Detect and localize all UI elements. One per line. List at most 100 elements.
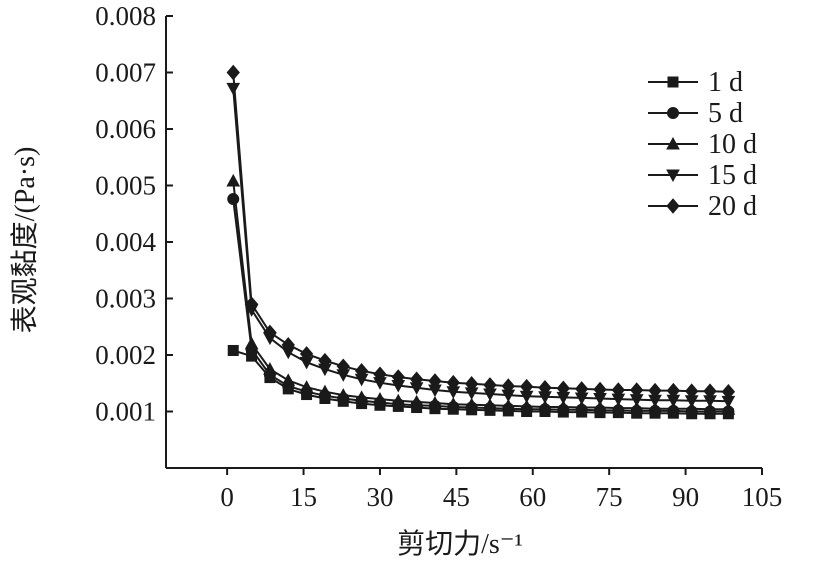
x-tick-label: 0 (220, 482, 234, 512)
legend-label: 15 d (708, 160, 757, 191)
x-tick-label: 75 (596, 482, 623, 512)
legend-marker (666, 136, 680, 150)
legend-item: 1 d (648, 67, 743, 98)
y-tick-label: 0.003 (95, 284, 156, 314)
y-tick-label: 0.008 (95, 1, 156, 31)
data-point (373, 366, 387, 382)
data-point (630, 382, 644, 398)
legend: 1 d5 d10 d15 d20 d (648, 67, 757, 222)
legend-label: 5 d (708, 98, 743, 129)
data-point (244, 336, 259, 350)
y-axis-title: 表观黏度/(Pa·s) (9, 147, 41, 334)
y-tick-label: 0.002 (95, 340, 156, 370)
series-3 (226, 82, 736, 409)
data-point (685, 383, 699, 399)
legend-marker (667, 107, 679, 119)
y-axis: 0.001 0.002 0.003 0.004 0.005 0.006 0.007 0.008 (95, 1, 173, 427)
x-tick-label: 30 (366, 482, 393, 512)
series-line (232, 72, 729, 393)
data-point (373, 392, 387, 405)
data-point (593, 400, 607, 414)
data-point (721, 383, 736, 400)
data-point (409, 371, 424, 388)
data-point (703, 402, 717, 415)
data-point (391, 393, 406, 407)
data-point (483, 377, 497, 393)
data-point (299, 380, 314, 393)
series-2 (226, 173, 736, 415)
x-tick-label: 90 (672, 482, 699, 512)
data-point (281, 373, 296, 386)
legend-label: 20 d (708, 191, 757, 222)
data-point (538, 399, 552, 413)
series-line (232, 88, 729, 403)
series-line (232, 349, 729, 415)
series-line (232, 180, 729, 411)
data-point (226, 64, 240, 81)
data-point (721, 402, 736, 415)
data-point (556, 399, 571, 413)
x-tick-label: 45 (443, 482, 470, 512)
series-line (232, 198, 729, 413)
data-point (666, 401, 681, 415)
data-point (648, 401, 662, 415)
data-point (227, 344, 239, 356)
data-point (519, 399, 534, 412)
data-point (666, 382, 681, 399)
data-point (611, 382, 626, 398)
x-tick-label: 60 (519, 482, 546, 512)
y-tick-label: 0.004 (95, 227, 156, 257)
data-point (501, 378, 515, 394)
data-point (336, 388, 351, 401)
data-point (244, 296, 259, 312)
data-point (574, 400, 589, 414)
x-tick-label: 15 (290, 482, 317, 512)
data-point (409, 394, 424, 408)
data-point (263, 324, 277, 341)
data-point (519, 378, 534, 395)
legend-label: 1 d (708, 67, 743, 98)
data-point (428, 395, 442, 409)
x-axis: 0 15 30 45 60 75 90 105 (220, 468, 782, 512)
data-point (575, 381, 589, 397)
data-point (556, 380, 570, 397)
data-point (227, 193, 240, 206)
y-tick-label: 0.001 (95, 397, 156, 427)
legend-item: 5 d (648, 98, 743, 129)
legend-item: 20 d (648, 191, 757, 222)
legend-item: 15 d (648, 160, 757, 191)
data-point (464, 376, 479, 392)
data-point (226, 173, 241, 187)
x-axis-title: 剪切力/s⁻¹ (397, 528, 523, 560)
data-point (464, 397, 479, 411)
x-tick-label: 105 (742, 482, 783, 512)
legend-item: 10 d (648, 129, 757, 160)
series-4 (226, 64, 736, 400)
data-point (538, 380, 552, 396)
data-point (263, 362, 277, 375)
data-point (428, 373, 442, 389)
data-point (336, 358, 350, 375)
y-tick-label: 0.006 (95, 114, 156, 144)
data-point (593, 381, 607, 398)
data-point (483, 398, 497, 411)
data-point (703, 383, 717, 399)
legend-label: 10 d (708, 129, 757, 160)
data-point (281, 337, 295, 353)
data-point (684, 401, 699, 415)
data-point (446, 374, 460, 391)
data-point (354, 390, 369, 403)
series-layer (226, 64, 736, 420)
y-tick-label: 0.005 (95, 171, 156, 201)
data-point (629, 401, 644, 414)
data-point (391, 369, 405, 385)
data-point (446, 397, 461, 410)
legend-marker (667, 76, 679, 88)
legend-marker (666, 198, 680, 214)
data-point (648, 382, 662, 399)
data-point (299, 346, 314, 362)
data-point (318, 384, 332, 398)
data-point (501, 398, 516, 412)
data-point (318, 352, 332, 369)
